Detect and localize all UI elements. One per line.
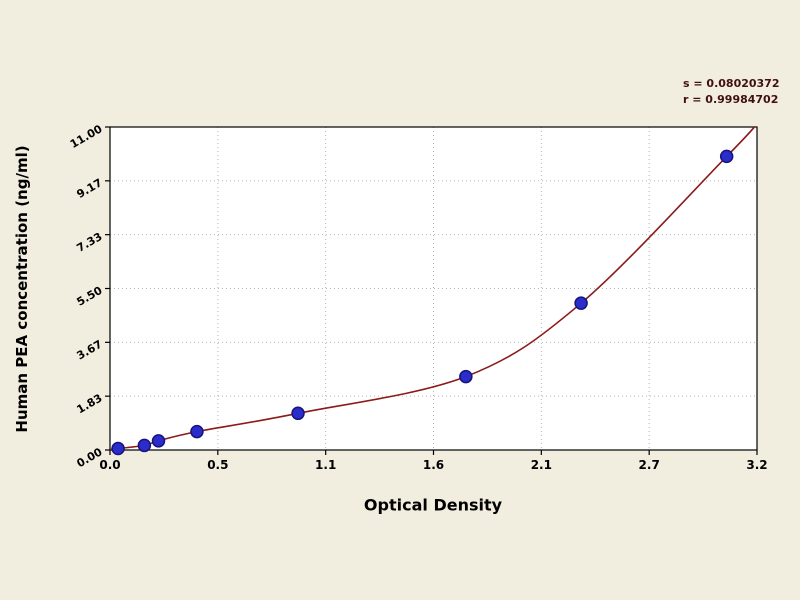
y-tick-label: 1.83	[74, 392, 104, 417]
x-tick-label: 3.2	[746, 458, 767, 472]
y-tick-label: 11.00	[68, 122, 105, 151]
y-tick-label: 3.67	[74, 338, 104, 363]
stat-r-value: r = 0.99984702	[683, 93, 779, 106]
y-tick-label: 9.17	[74, 176, 104, 201]
y-tick-label: 7.33	[74, 230, 104, 255]
x-tick-label: 0.5	[207, 458, 228, 472]
data-point	[151, 434, 166, 448]
data-point	[574, 296, 588, 310]
data-point	[291, 406, 305, 421]
fit-statistics: s = 0.08020372 r = 0.99984702	[683, 76, 780, 108]
y-tick-label: 5.50	[74, 284, 104, 309]
plot-background	[110, 127, 757, 450]
x-tick-label: 0.0	[99, 458, 120, 472]
x-tick-label: 2.7	[639, 458, 660, 472]
x-tick-label: 1.1	[315, 458, 336, 472]
data-point	[459, 369, 473, 384]
stat-s-value: s = 0.08020372	[683, 77, 780, 90]
data-point	[719, 149, 734, 164]
data-point	[137, 438, 152, 453]
x-axis-title: Optical Density	[363, 495, 503, 515]
data-point	[111, 441, 125, 456]
data-point	[190, 424, 204, 439]
x-tick-label: 2.1	[531, 458, 552, 472]
x-tick-label: 1.6	[423, 458, 444, 472]
